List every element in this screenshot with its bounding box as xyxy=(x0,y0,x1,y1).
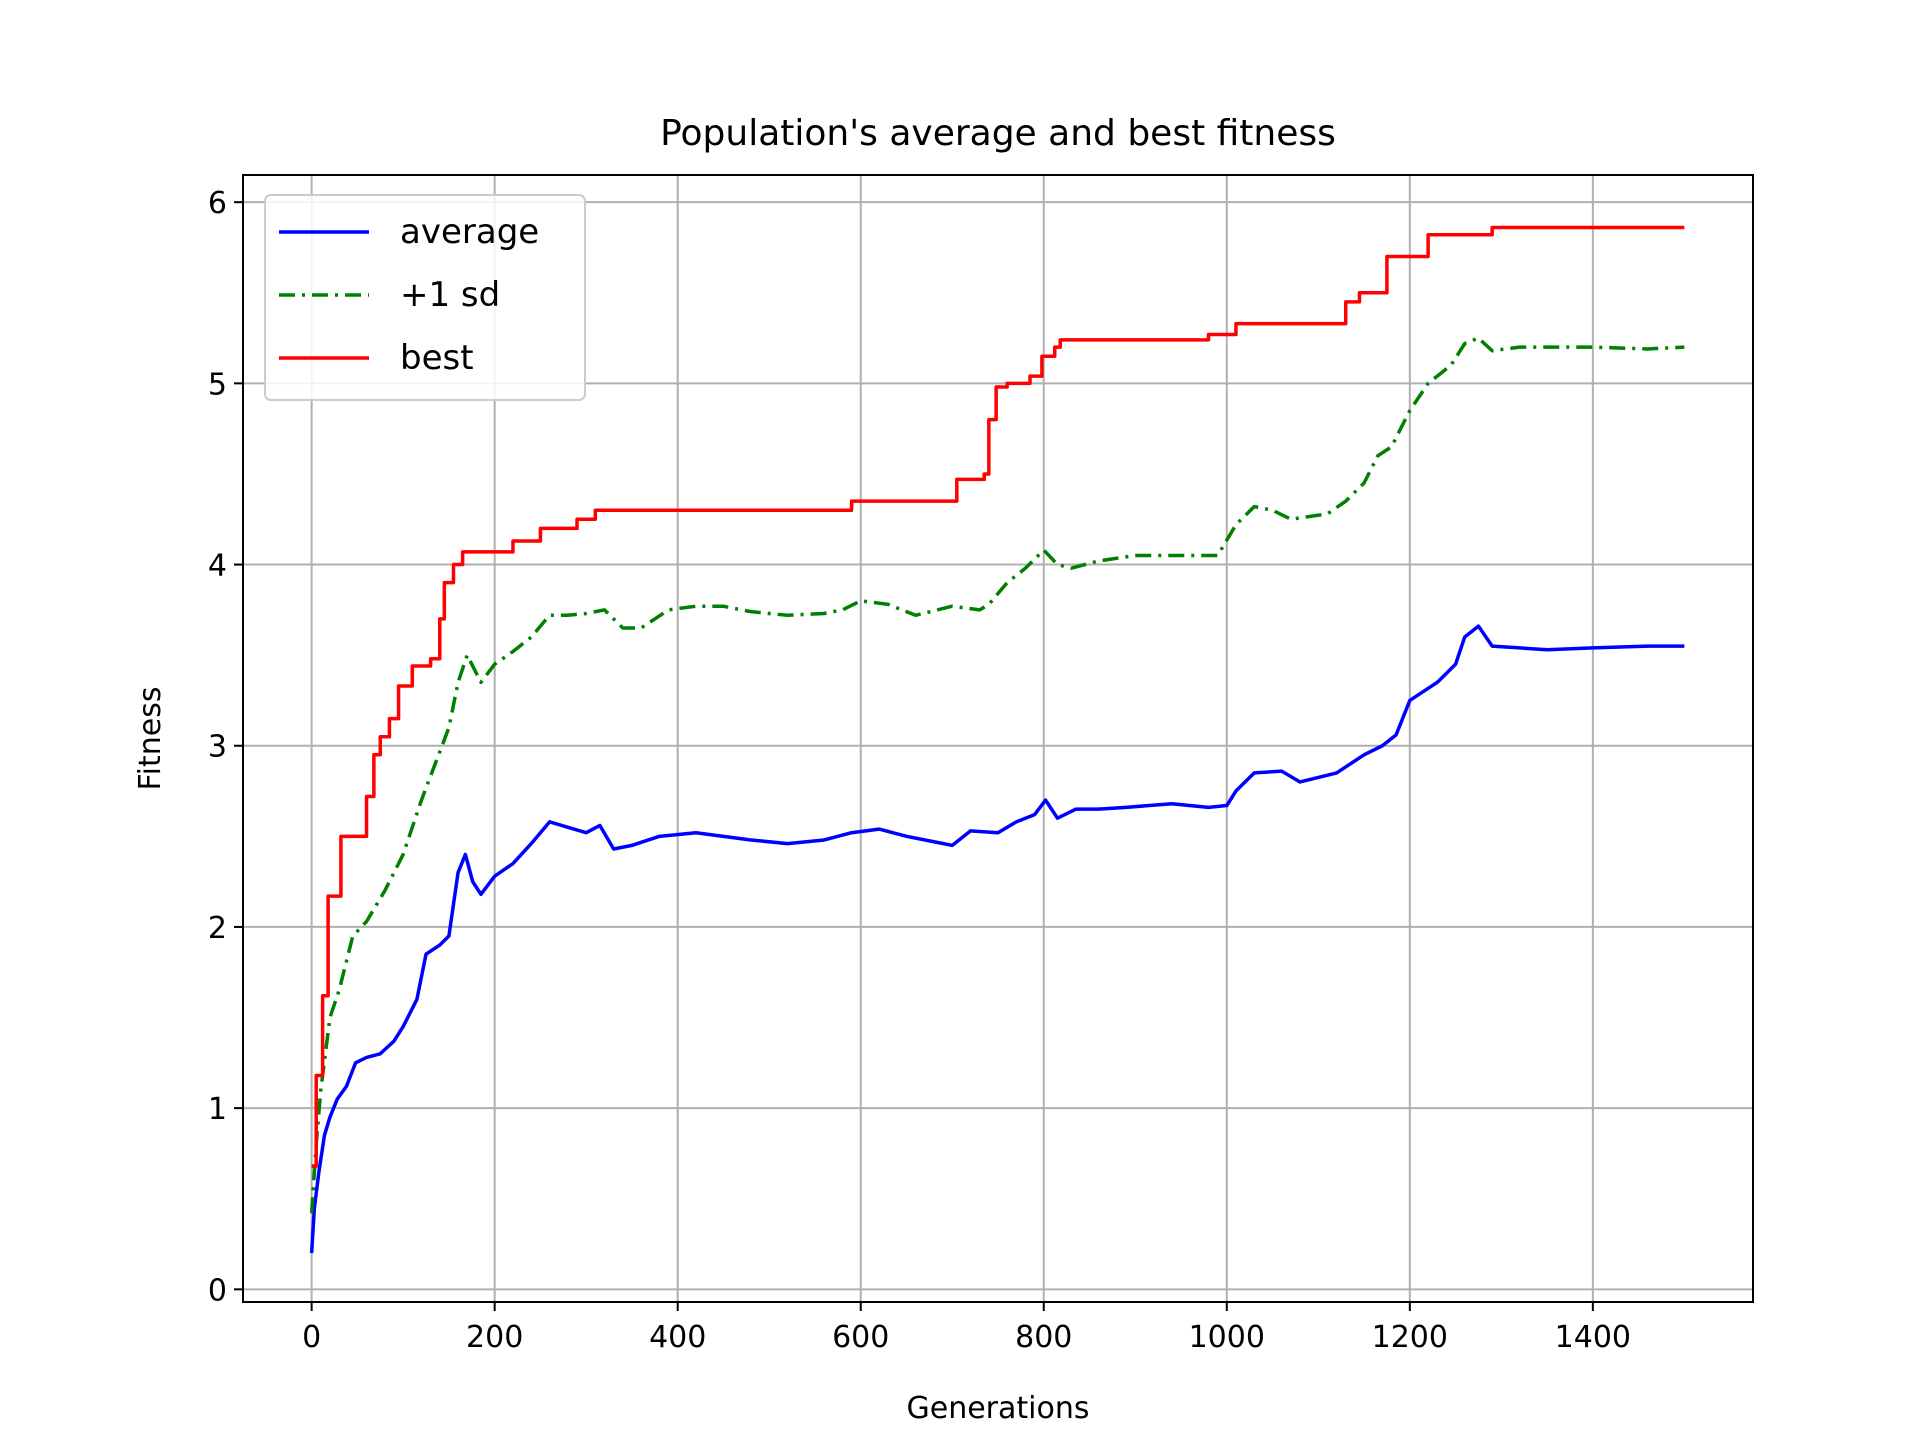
y-tick-label: 3 xyxy=(208,730,227,765)
y-tick-label: 1 xyxy=(208,1092,227,1127)
y-axis-label: Fitness xyxy=(133,687,168,791)
series-line-average xyxy=(309,624,1685,1254)
grid-lines xyxy=(243,175,1753,1302)
y-tick-label: 0 xyxy=(208,1273,227,1308)
series-line-best xyxy=(311,225,1685,1168)
legend-label: +1 sd xyxy=(400,275,500,315)
y-tick-label: 4 xyxy=(208,549,227,584)
x-tick-label: 1000 xyxy=(1189,1320,1265,1355)
y-tick-label: 2 xyxy=(208,911,227,946)
legend-box xyxy=(264,194,586,401)
y-tick-label: 5 xyxy=(208,367,227,402)
x-tick-label: 0 xyxy=(302,1320,321,1355)
legend-label: best xyxy=(400,338,474,378)
x-tick-label: 800 xyxy=(1015,1320,1072,1355)
y-tick-label: 6 xyxy=(208,186,227,221)
legend: average +1 sd best xyxy=(264,194,586,401)
x-tick-label: 1200 xyxy=(1372,1320,1448,1355)
legend-label: average xyxy=(400,212,539,252)
axis-ticks: 0 200 400 600 800 1000 1200 1400 0 1 2 3 4 5 6 xyxy=(208,186,1631,1355)
x-tick-label: 600 xyxy=(832,1320,889,1355)
x-tick-label: 200 xyxy=(466,1320,523,1355)
x-tick-label: 1400 xyxy=(1555,1320,1631,1355)
chart-title: Population's average and best fitness xyxy=(660,113,1336,154)
x-axis-label: Generations xyxy=(907,1391,1090,1426)
axes-frame xyxy=(242,174,1754,1303)
plot-series xyxy=(309,225,1685,1254)
series-line-1-sd xyxy=(309,336,1685,1214)
x-tick-label: 400 xyxy=(649,1320,706,1355)
